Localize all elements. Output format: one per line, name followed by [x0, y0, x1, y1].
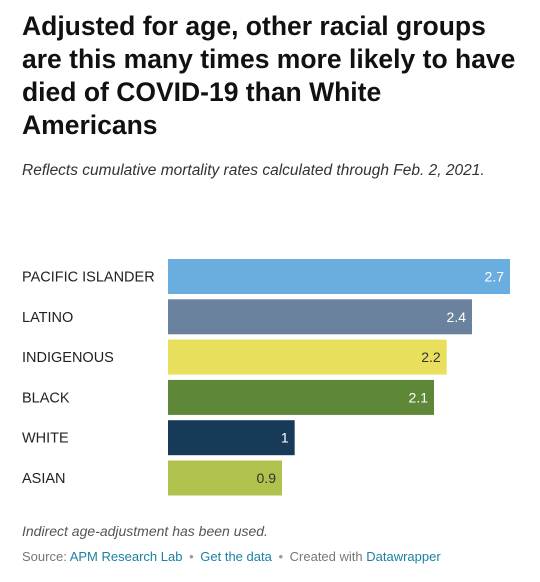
- value-label-asian: 0.9: [257, 470, 277, 486]
- bar-pacific-islander[interactable]: [168, 259, 510, 294]
- chart-footer: Source: APM Research Lab • Get the data …: [22, 549, 441, 564]
- bar-chart: PACIFIC ISLANDER 2.7 LATINO 2.4 INDIGENOUS 2.…: [22, 259, 510, 496]
- chart-notes: Indirect age-adjustment has been used.: [22, 523, 268, 539]
- value-label-latino: 2.4: [447, 309, 467, 325]
- value-label-white: 1: [281, 430, 289, 446]
- bar-black[interactable]: [168, 379, 434, 415]
- source-link[interactable]: APM Research Lab: [69, 549, 183, 564]
- bar-indigenous[interactable]: [168, 339, 447, 375]
- category-label-latino: LATINO: [22, 310, 73, 326]
- get-the-data-link[interactable]: Get the data: [200, 549, 272, 564]
- value-label-indigenous: 2.2: [421, 349, 441, 365]
- datawrapper-link[interactable]: Datawrapper: [366, 549, 441, 564]
- footer-separator: •: [278, 549, 284, 564]
- category-label-white: WHITE: [22, 431, 69, 447]
- category-label-black: BLACK: [22, 390, 70, 406]
- bar-latino[interactable]: [168, 299, 472, 335]
- category-label-pacific-islander: PACIFIC ISLANDER: [22, 270, 155, 286]
- value-label-black: 2.1: [409, 389, 429, 405]
- created-prefix: Created with: [289, 549, 363, 564]
- category-label-asian: ASIAN: [22, 471, 66, 487]
- footer-separator: •: [189, 549, 194, 564]
- value-label-pacific-islander: 2.7: [485, 269, 505, 285]
- category-label-indigenous: INDIGENOUS: [22, 350, 114, 366]
- bar-asian[interactable]: [168, 460, 282, 496]
- source-prefix: Source:: [22, 549, 67, 564]
- chart-subtitle: Reflects cumulative mortality rates calc…: [22, 162, 485, 179]
- bar-white[interactable]: [168, 420, 295, 456]
- chart-title: Adjusted for age, other racial groups ar…: [22, 11, 516, 140]
